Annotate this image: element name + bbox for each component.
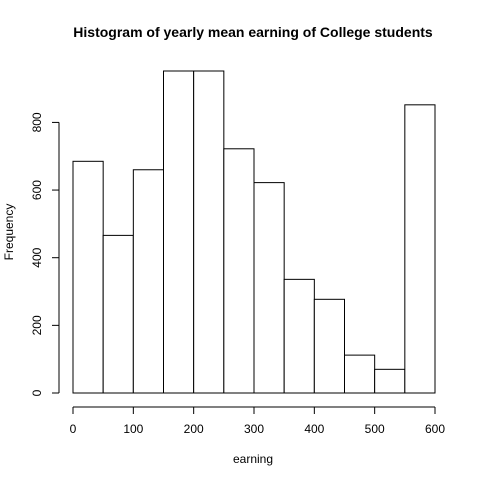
histogram-bar-3 (133, 170, 163, 393)
x-tick-label: 100 (123, 422, 143, 436)
x-axis-label: earning (233, 452, 273, 466)
x-tick-label: 0 (70, 422, 77, 436)
histogram-bar-4 (164, 71, 194, 393)
y-tick-label: 600 (30, 180, 44, 200)
histogram-bar-11 (375, 369, 405, 393)
histogram-bar-8 (284, 279, 314, 393)
histogram-bar-6 (224, 149, 254, 393)
y-tick-label: 200 (30, 315, 44, 335)
bars-group (73, 71, 435, 393)
x-axis: 0 100 200 300 400 500 600 (70, 407, 446, 436)
chart-title: Histogram of yearly mean earning of Coll… (73, 24, 433, 40)
x-tick-label: 600 (425, 422, 445, 436)
y-axis-label: Frequency (2, 204, 16, 261)
y-axis: 0 200 400 600 800 (30, 112, 59, 396)
histogram-bar-1 (73, 161, 103, 393)
histogram-bar-5 (194, 71, 224, 393)
histogram-bar-9 (314, 299, 344, 393)
histogram-bar-12 (405, 105, 435, 393)
x-tick-label: 300 (244, 422, 264, 436)
y-tick-label: 0 (30, 389, 44, 396)
histogram-bar-10 (345, 355, 375, 393)
x-tick-label: 500 (365, 422, 385, 436)
x-tick-label: 400 (304, 422, 324, 436)
x-tick-label: 200 (184, 422, 204, 436)
histogram-bar-2 (103, 235, 133, 393)
y-tick-label: 800 (30, 112, 44, 132)
histogram-bar-7 (254, 183, 284, 393)
y-tick-label: 400 (30, 247, 44, 267)
